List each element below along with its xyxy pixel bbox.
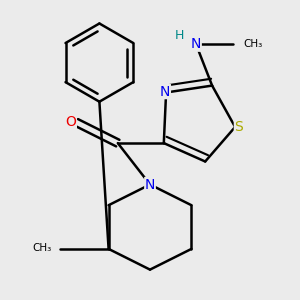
Text: N: N	[191, 37, 201, 51]
Text: H: H	[175, 29, 184, 42]
Text: O: O	[65, 116, 76, 129]
Text: N: N	[145, 178, 155, 191]
Text: S: S	[234, 120, 243, 134]
Text: N: N	[160, 85, 170, 99]
Text: CH₃: CH₃	[33, 242, 52, 253]
Text: CH₃: CH₃	[243, 39, 262, 49]
